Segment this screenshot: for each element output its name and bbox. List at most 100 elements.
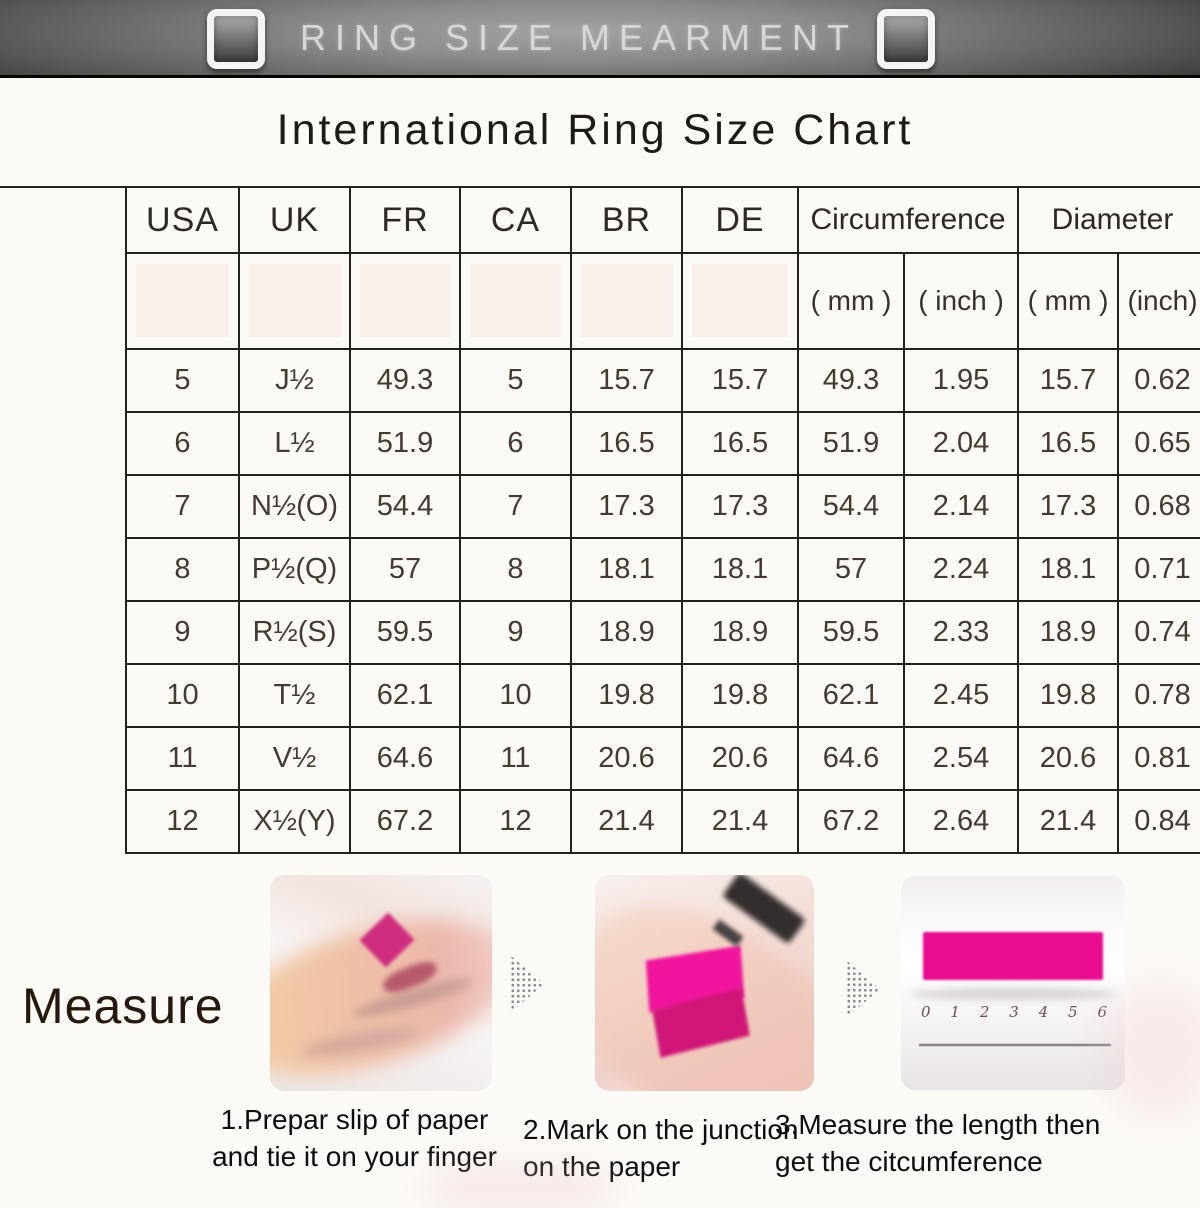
- empty-cell: [349, 252, 461, 350]
- table-cell: 0.71: [1116, 537, 1200, 602]
- measure-section-title: Measure: [22, 978, 224, 1034]
- ruler-digit: 1: [950, 1003, 960, 1021]
- table-cell: 49.3: [349, 348, 461, 413]
- table-cell: 18.1: [1017, 537, 1119, 602]
- table-cell: 8: [125, 537, 240, 602]
- table-cell: 9: [125, 600, 240, 665]
- table-cell: 18.1: [570, 537, 683, 602]
- table-cell: 2.33: [903, 600, 1019, 665]
- banner-title: RING SIZE MEARMENT: [300, 17, 859, 58]
- table-subheader-row: ( mm ) ( inch ) ( mm ) (inch): [125, 252, 1200, 350]
- table-cell: P½(Q): [238, 537, 351, 602]
- table-row: 5 J½ 49.3 5 15.7 15.7 49.3 1.95 15.7 0.62: [125, 348, 1200, 413]
- ruler-edge-line: [919, 1044, 1111, 1046]
- col-header-ca: CA: [459, 186, 572, 254]
- table-cell: V½: [238, 726, 351, 791]
- table-cell: 20.6: [1017, 726, 1119, 791]
- table-cell: 9: [459, 600, 572, 665]
- table-cell: 18.1: [681, 537, 799, 602]
- table-cell: J½: [238, 348, 351, 413]
- ruler-digit: 5: [1068, 1003, 1078, 1021]
- empty-cell: [125, 252, 240, 350]
- col-header-usa: USA: [125, 186, 240, 254]
- table-row: 8 P½(Q) 57 8 18.1 18.1 57 2.24 18.1 0.71: [125, 537, 1200, 602]
- step1-finger-with-paper-photo: [270, 875, 492, 1091]
- table-cell: 18.9: [570, 600, 683, 665]
- table-cell: 18.9: [681, 600, 799, 665]
- table-cell: 19.8: [681, 663, 799, 728]
- table-cell: 2.64: [903, 789, 1019, 854]
- table-cell: 5: [125, 348, 240, 413]
- ruler-digit: 2: [979, 1003, 990, 1021]
- table-cell: 8: [459, 537, 572, 602]
- table-cell: 0.68: [1116, 474, 1200, 539]
- table-cell: 17.3: [570, 474, 683, 539]
- table-cell: N½(O): [238, 474, 351, 539]
- table-cell: 67.2: [349, 789, 461, 854]
- square-frame-icon: [877, 9, 935, 69]
- table-cell: 59.5: [797, 600, 905, 665]
- empty-cell: [681, 252, 799, 350]
- table-cell: 5: [459, 348, 572, 413]
- table-cell: 0.62: [1116, 348, 1200, 413]
- page-title: International Ring Size Chart: [276, 106, 914, 154]
- table-cell: 54.4: [797, 474, 905, 539]
- table-cell: 64.6: [797, 726, 905, 791]
- empty-cell: [570, 252, 683, 350]
- subheader-diameter-inch: (inch): [1116, 252, 1200, 350]
- strip-shadow: [909, 988, 1117, 1000]
- table-cell: 19.8: [1017, 663, 1119, 728]
- step2-caption: 2.Mark on the junction on the paper: [523, 1112, 853, 1186]
- table-row: 7 N½(O) 54.4 7 17.3 17.3 54.4 2.14 17.3 0.68: [125, 474, 1200, 539]
- caption-line: 2.Mark on the junction: [523, 1114, 799, 1145]
- ruler-digits: 0 1 2 3 4 5 6: [921, 1003, 1107, 1021]
- table-cell: R½(S): [238, 600, 351, 665]
- table-cell: 16.5: [570, 411, 683, 476]
- table-cell: 0.65: [1116, 411, 1200, 476]
- arrow-right-icon: [846, 960, 880, 1018]
- caption-line: on the paper: [523, 1150, 681, 1182]
- table-top-rule: [0, 186, 129, 188]
- arrow-right-icon: [510, 955, 544, 1013]
- table-cell: 59.5: [349, 600, 461, 665]
- col-header-de: DE: [681, 186, 799, 254]
- table-cell: 57: [797, 537, 905, 602]
- table-row: 12 X½(Y) 67.2 12 21.4 21.4 67.2 2.64 21.4 0.84: [125, 789, 1200, 854]
- subheader-circumference-mm: ( mm ): [797, 252, 905, 350]
- table-cell: 0.81: [1116, 726, 1200, 791]
- size-table-body: 5 J½ 49.3 5 15.7 15.7 49.3 1.95 15.7 0.62 6 L½ 51.9 6…: [125, 348, 1200, 854]
- table-cell: 17.3: [1017, 474, 1119, 539]
- table-cell: 7: [459, 474, 572, 539]
- table-cell: 0.84: [1116, 789, 1200, 854]
- table-cell: 11: [125, 726, 240, 791]
- square-frame-icon: [207, 9, 265, 69]
- table-cell: 51.9: [349, 411, 461, 476]
- table-row: 11 V½ 64.6 11 20.6 20.6 64.6 2.54 20.6 0.81: [125, 726, 1200, 791]
- table-cell: 12: [125, 789, 240, 854]
- subheader-circumference-inch: ( inch ): [903, 252, 1019, 350]
- table-cell: 0.74: [1116, 600, 1200, 665]
- table-cell: 16.5: [1017, 411, 1119, 476]
- table-cell: 2.04: [903, 411, 1019, 476]
- subheader-diameter-mm: ( mm ): [1017, 252, 1119, 350]
- empty-cell: [238, 252, 351, 350]
- table-cell: 15.7: [681, 348, 799, 413]
- step2-marking-paper-photo: [595, 875, 814, 1091]
- table-cell: 21.4: [1017, 789, 1119, 854]
- table-cell: 51.9: [797, 411, 905, 476]
- col-header-diameter: Diameter: [1016, 186, 1200, 254]
- step3-ruler-photo: 0 1 2 3 4 5 6: [901, 876, 1125, 1090]
- table-cell: 15.7: [570, 348, 683, 413]
- table-row: 10 T½ 62.1 10 19.8 19.8 62.1 2.45 19.8 0.78: [125, 663, 1200, 728]
- table-cell: 49.3: [797, 348, 905, 413]
- table-cell: 20.6: [570, 726, 683, 791]
- table-cell: 12: [459, 789, 572, 854]
- table-cell: 19.8: [570, 663, 683, 728]
- ruler-digit: 6: [1097, 1003, 1107, 1021]
- table-cell: 17.3: [681, 474, 799, 539]
- table-cell: 2.54: [903, 726, 1019, 791]
- table-cell: 67.2: [797, 789, 905, 854]
- table-cell: 18.9: [1017, 600, 1119, 665]
- table-cell: 54.4: [349, 474, 461, 539]
- step3-caption: 3.Measure the length then get the citcum…: [775, 1107, 1165, 1181]
